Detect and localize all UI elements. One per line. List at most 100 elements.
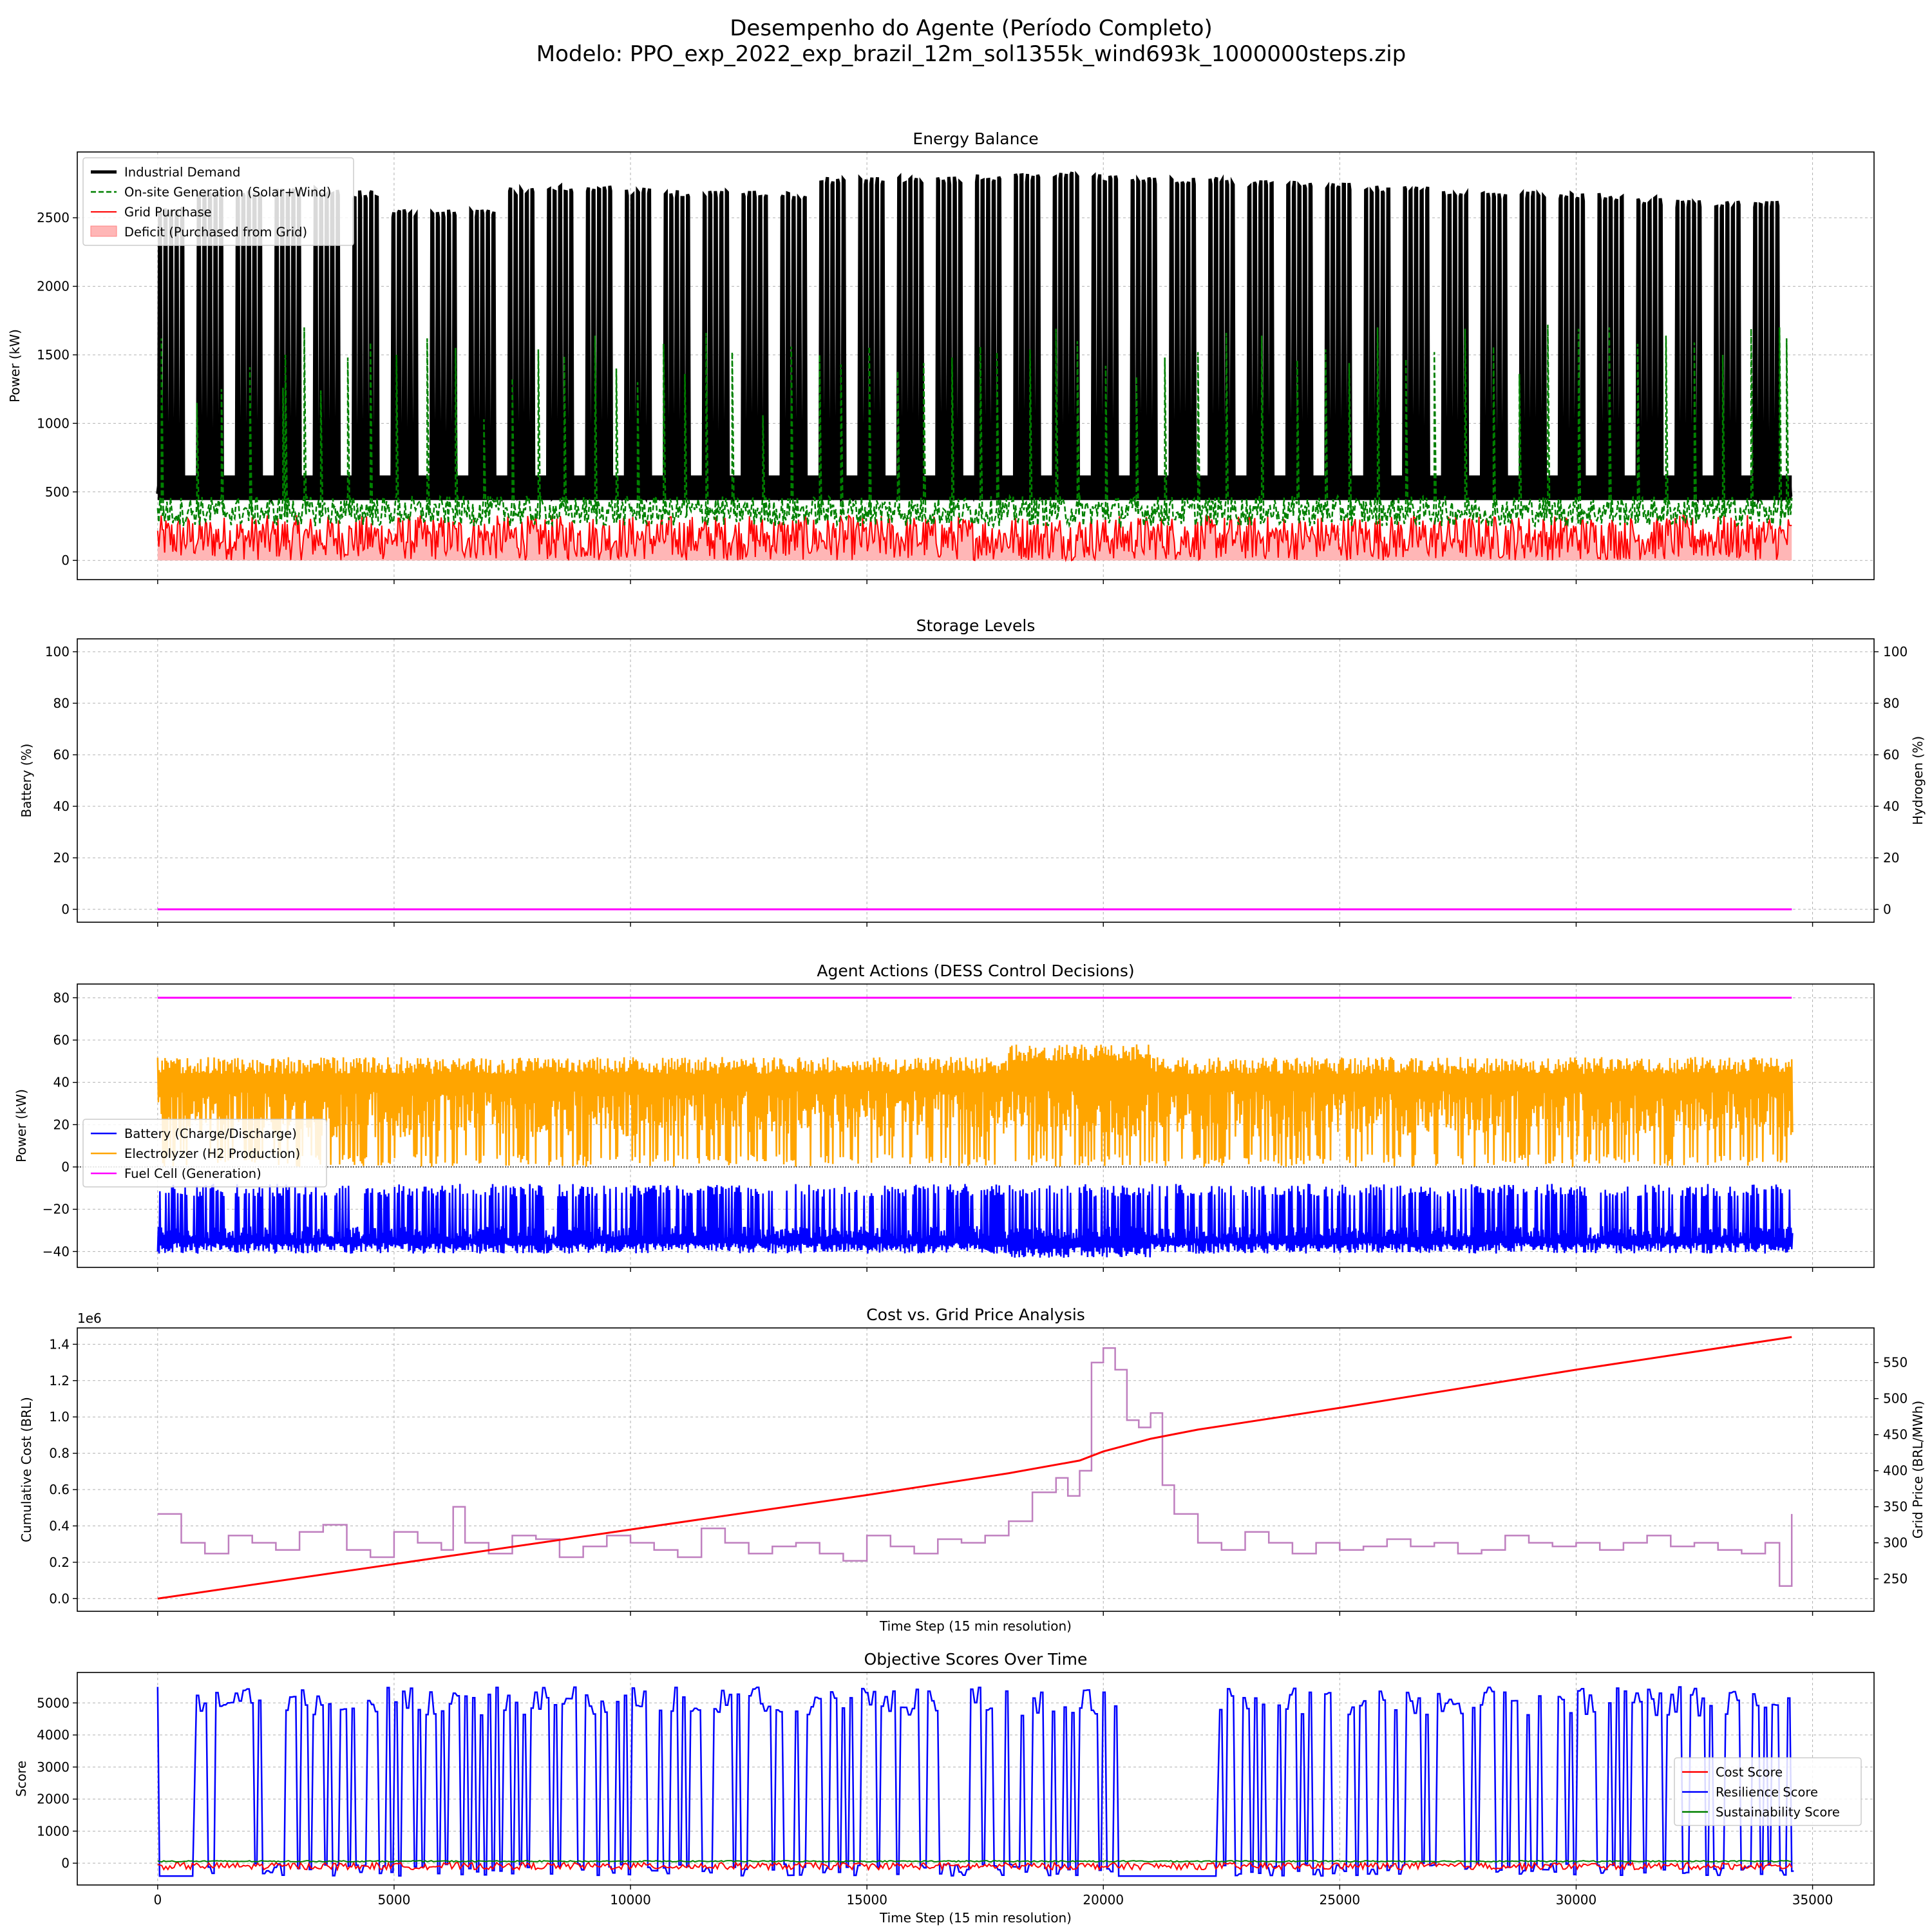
y-axis-label: Power (kW) (7, 329, 23, 402)
y-tick-label: 500 (45, 484, 70, 500)
electrolyzer-line (156, 1044, 1794, 1168)
y-offset-label: 1e6 (77, 1311, 102, 1326)
data-layer (157, 1336, 1793, 1600)
y-tick-label: 20 (53, 1117, 70, 1132)
y2-tick-label: 450 (1883, 1427, 1908, 1443)
data-layer (156, 171, 1793, 563)
y-tick-label: 0 (61, 1855, 70, 1871)
y2-tick-label: 300 (1883, 1535, 1908, 1551)
deficit-area (157, 515, 1792, 561)
axes-frame (77, 1327, 1875, 1612)
panel-3: Agent Actions (DESS Control Decisions) −4… (14, 961, 1875, 1272)
y2-tick-label: 0 (1883, 902, 1891, 917)
y-axis-label: Power (kW) (14, 1089, 29, 1162)
figure-title-line1: Desempenho do Agente (Período Completo) (730, 15, 1213, 41)
y2-tick-label: 80 (1883, 696, 1899, 711)
legend-box (82, 1119, 327, 1188)
onsite-generation-line (156, 325, 1793, 529)
cumulative-cost-line (157, 1336, 1792, 1600)
legend-label: Electrolyzer (H2 Production) (124, 1146, 300, 1161)
legend-swatch (90, 225, 117, 237)
legend-label: On-site Generation (Solar+Wind) (124, 185, 331, 200)
y-tick-label: 60 (53, 747, 70, 762)
data-layer (77, 996, 1874, 1258)
y-axis-label: Battery (%) (19, 744, 34, 818)
y2-tick-label: 60 (1883, 747, 1899, 762)
y-tick-label: 3000 (37, 1759, 70, 1775)
panel-title: Energy Balance (913, 129, 1038, 148)
y2-axis-label: Hydrogen (%) (1910, 736, 1926, 825)
y-tick-label: 0.8 (49, 1446, 70, 1461)
panel-4: Cost vs. Grid Price Analysis 0.0 0.2 0.4 0.6… (19, 1305, 1926, 1634)
y-tick-label: 0.2 (49, 1555, 70, 1570)
legend: Industrial Demand On-site Generation (Sol… (82, 157, 354, 246)
legend-box (1674, 1757, 1862, 1826)
x-tick-label: 30000 (1556, 1892, 1597, 1908)
legend-label: Battery (Charge/Discharge) (124, 1126, 297, 1141)
x-tick-label: 10000 (610, 1892, 651, 1908)
y2-tick-label: 550 (1883, 1355, 1908, 1370)
y-tick-label: 0.6 (49, 1482, 70, 1497)
y-tick-label: 1.4 (49, 1336, 70, 1352)
y-tick-label: 1.2 (49, 1373, 70, 1388)
y-tick-label: 2500 (37, 210, 70, 225)
y2-tick-label: 350 (1883, 1499, 1908, 1515)
panel-title: Agent Actions (DESS Control Decisions) (817, 961, 1134, 980)
y-tick-label: 0.4 (49, 1518, 70, 1533)
grid-purchase-line (156, 513, 1792, 563)
y-tick-label: 0 (61, 902, 70, 917)
y-tick-label: 40 (53, 1075, 70, 1090)
legend-label: Deficit (Purchased from Grid) (124, 225, 307, 240)
y2-tick-label: 500 (1883, 1391, 1908, 1406)
legend: Battery (Charge/Discharge) Electrolyzer (… (82, 1119, 327, 1188)
axes-frame (77, 638, 1875, 923)
x-tick-label: 0 (153, 1892, 162, 1908)
panel-2: Storage Levels 0 20 40 60 80 100 0 20 40 60 80 100 Hy… (19, 616, 1926, 927)
industrial-demand-base (157, 475, 1792, 500)
y-tick-label: 60 (53, 1032, 70, 1048)
panel-1: Energy Balance 0 500 1000 1500 2000 2500 Power … (7, 129, 1875, 584)
y-axis-label: Cumulative Cost (BRL) (19, 1397, 34, 1542)
y2-tick-label: 40 (1883, 799, 1899, 814)
legend-label: Industrial Demand (124, 165, 240, 180)
y-axis-label: Score (14, 1761, 29, 1797)
legend-label: Cost Score (1716, 1765, 1783, 1780)
figure-title-line2: Modelo: PPO_exp_2022_exp_brazil_12m_sol1… (536, 41, 1406, 67)
axes-frame (77, 983, 1875, 1268)
y-tick-label: 1.0 (49, 1409, 70, 1425)
y-tick-label: 1500 (37, 347, 70, 363)
y2-tick-label: 400 (1883, 1463, 1908, 1479)
y-tick-label: 20 (53, 850, 70, 866)
legend: Cost Score Resilience Score Sustainability… (1674, 1757, 1862, 1826)
y-tick-label: 4000 (37, 1727, 70, 1743)
sustainability-score-line (157, 1860, 1792, 1863)
axes-frame (77, 151, 1875, 580)
y-tick-label: 80 (53, 696, 70, 711)
y-tick-label: 5000 (37, 1695, 70, 1710)
legend-box (82, 157, 354, 246)
y-tick-label: 40 (53, 799, 70, 814)
y-tick-label: 0 (61, 1159, 70, 1175)
x-tick-label: 35000 (1792, 1892, 1833, 1908)
grid-price-line (157, 1347, 1793, 1587)
y2-axis-label: Grid Price (BRL/MWh) (1910, 1401, 1926, 1539)
x-axis-label: Time Step (15 min resolution) (879, 1910, 1072, 1926)
y2-tick-label: 250 (1883, 1571, 1908, 1587)
y-tick-label: −40 (43, 1244, 70, 1259)
x-axis-label: Time Step (15 min resolution) (879, 1618, 1072, 1634)
legend-label: Fuel Cell (Generation) (124, 1166, 261, 1181)
x-tick-label: 20000 (1083, 1892, 1124, 1908)
legend-label: Resilience Score (1716, 1785, 1818, 1800)
y-tick-label: 100 (45, 644, 70, 659)
y-tick-label: 0 (61, 553, 70, 568)
panel-title: Cost vs. Grid Price Analysis (866, 1305, 1085, 1324)
y-tick-label: −20 (43, 1202, 70, 1217)
y-tick-label: 1000 (37, 415, 70, 431)
battery-action-line (156, 1184, 1794, 1258)
y-tick-label: 0.0 (49, 1591, 70, 1606)
legend-label: Grid Purchase (124, 205, 212, 220)
y-tick-label: 2000 (37, 279, 70, 294)
resilience-score-line (156, 1686, 1794, 1877)
